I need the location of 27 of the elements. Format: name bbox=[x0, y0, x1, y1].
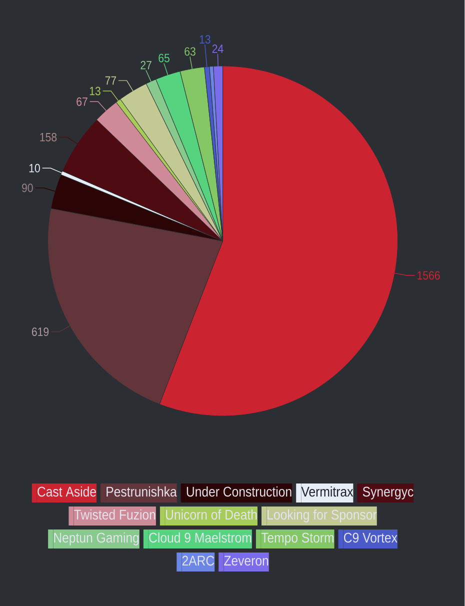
data-label: 158 bbox=[40, 132, 57, 142]
legend-label: Zeveron bbox=[224, 556, 268, 566]
data-label: 90 bbox=[22, 184, 33, 192]
legend-label: Cast Aside bbox=[38, 486, 96, 497]
legend-label: Cloud 9 Maelstrom bbox=[149, 532, 252, 543]
data-label: 24 bbox=[212, 44, 224, 53]
data-label: 13 bbox=[200, 35, 210, 44]
data-label: 27 bbox=[140, 60, 152, 70]
data-label: 10 bbox=[30, 164, 40, 172]
legend-label: Pestrunishka bbox=[106, 486, 177, 497]
data-label: 1566 bbox=[418, 271, 440, 280]
data-label: 65 bbox=[158, 54, 170, 62]
data-label: 63 bbox=[184, 47, 196, 56]
legend-label: Twisted Fuzion bbox=[74, 509, 156, 520]
legend-label: C9 Vortex bbox=[344, 532, 398, 543]
legend-label: Looking for Sponsor bbox=[268, 509, 377, 522]
legend-label: Unicorn of Death bbox=[166, 509, 257, 520]
legend-label: Synergyc bbox=[362, 486, 414, 500]
data-label: 619 bbox=[32, 328, 49, 336]
data-label: 13 bbox=[90, 86, 101, 96]
data-label: 77 bbox=[105, 76, 116, 85]
legend-label: Vermitrax bbox=[301, 486, 354, 497]
data-label: 67 bbox=[76, 97, 88, 106]
legend-label: Neptun Gaming bbox=[54, 532, 139, 546]
legend-label: Under Construction bbox=[187, 486, 292, 497]
legend-label: 2ARC bbox=[182, 556, 214, 566]
legend-label: Tempo Storm bbox=[261, 532, 334, 546]
